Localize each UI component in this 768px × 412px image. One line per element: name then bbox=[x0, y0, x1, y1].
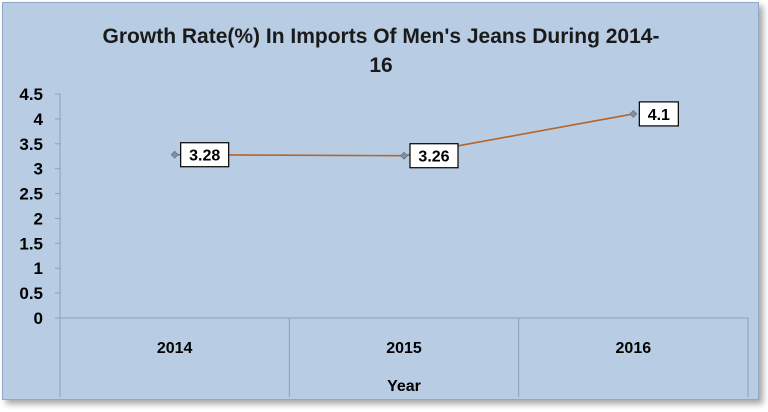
data-label-box bbox=[409, 143, 459, 169]
data-point-marker bbox=[629, 109, 638, 118]
data-label: 3.28 bbox=[189, 148, 220, 165]
data-point-marker bbox=[400, 151, 408, 160]
series-line bbox=[170, 109, 638, 160]
y-tick-label: 0 bbox=[34, 309, 43, 328]
x-tick-labels: 2014 2015 2016 bbox=[157, 340, 651, 357]
line-chart: Growth Rate(%) In Imports Of Men's Jeans… bbox=[19, 25, 749, 397]
y-tick-label: 1.5 bbox=[19, 234, 43, 253]
x-tick-label: 2014 bbox=[157, 340, 193, 357]
y-tick-label: 4.5 bbox=[19, 85, 43, 104]
y-tick-label: 3.5 bbox=[19, 135, 43, 154]
y-tick-label: 4 bbox=[34, 110, 44, 129]
axes bbox=[55, 94, 749, 397]
chart-frame: Growth Rate(%) In Imports Of Men's Jeans… bbox=[2, 2, 759, 400]
x-tick-label: 2016 bbox=[616, 340, 652, 357]
y-tick-label: 2 bbox=[34, 209, 43, 228]
chart-title-line-1: Growth Rate(%) In Imports Of Men's Jeans… bbox=[103, 25, 660, 48]
data-label-box bbox=[638, 101, 679, 127]
series-polyline bbox=[174, 113, 634, 157]
data-point-marker bbox=[170, 150, 179, 159]
data-labels: 3.28 3.26 4.1 bbox=[180, 101, 679, 169]
y-tick-label: 2.5 bbox=[19, 185, 43, 204]
chart-title-line-2: 16 bbox=[369, 54, 392, 77]
x-axis-title: Year bbox=[387, 378, 421, 395]
data-label-box bbox=[180, 142, 230, 168]
y-tick-label: 3 bbox=[34, 160, 43, 179]
y-tick-labels: 0 0.5 1 1.5 2 2.5 3 3.5 4 4.5 bbox=[19, 85, 60, 328]
data-label: 4.1 bbox=[648, 107, 670, 124]
data-label: 3.26 bbox=[418, 149, 449, 166]
y-tick-label: 0.5 bbox=[19, 284, 43, 303]
x-tick-label: 2015 bbox=[386, 340, 422, 357]
y-tick-label: 1 bbox=[34, 259, 43, 278]
